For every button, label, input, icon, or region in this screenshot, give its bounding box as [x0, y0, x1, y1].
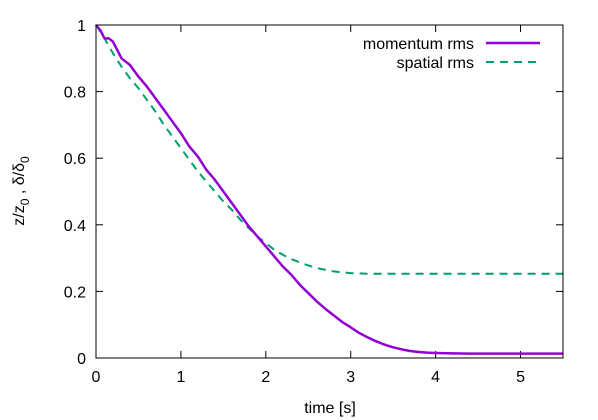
plot-frame — [95, 24, 564, 359]
y-tick-label: 0.2 — [64, 284, 86, 301]
y-tick-labels: 0 0.2 0.4 0.6 0.8 1 — [64, 18, 86, 368]
series-line-spatial-rms — [95, 24, 563, 275]
legend-label-momentum-rms: momentum rms — [363, 36, 474, 53]
legend: momentum rms spatial rms — [363, 36, 540, 72]
axis-ticks — [95, 24, 563, 359]
x-tick-label: 1 — [176, 369, 185, 386]
y-tick-label: 1 — [77, 18, 86, 35]
y-tick-label: 0.6 — [64, 151, 86, 168]
legend-label-spatial-rms: spatial rms — [397, 55, 474, 72]
x-tick-label: 5 — [516, 369, 525, 386]
x-tick-labels: 0 1 2 3 4 5 — [92, 369, 526, 386]
x-tick-label: 4 — [431, 369, 440, 386]
x-tick-label: 0 — [92, 369, 101, 386]
series-line-momentum-rms — [95, 24, 563, 355]
x-tick-label: 3 — [346, 369, 355, 386]
x-tick-label: 2 — [261, 369, 270, 386]
y-axis-title: z/z0 , δ/δ0 — [11, 156, 32, 226]
y-tick-label: 0 — [77, 351, 86, 368]
x-axis-title: time [s] — [304, 400, 356, 417]
plot-lines — [95, 24, 563, 355]
y-tick-label: 0.4 — [64, 218, 86, 235]
y-tick-label: 0.8 — [64, 85, 86, 102]
